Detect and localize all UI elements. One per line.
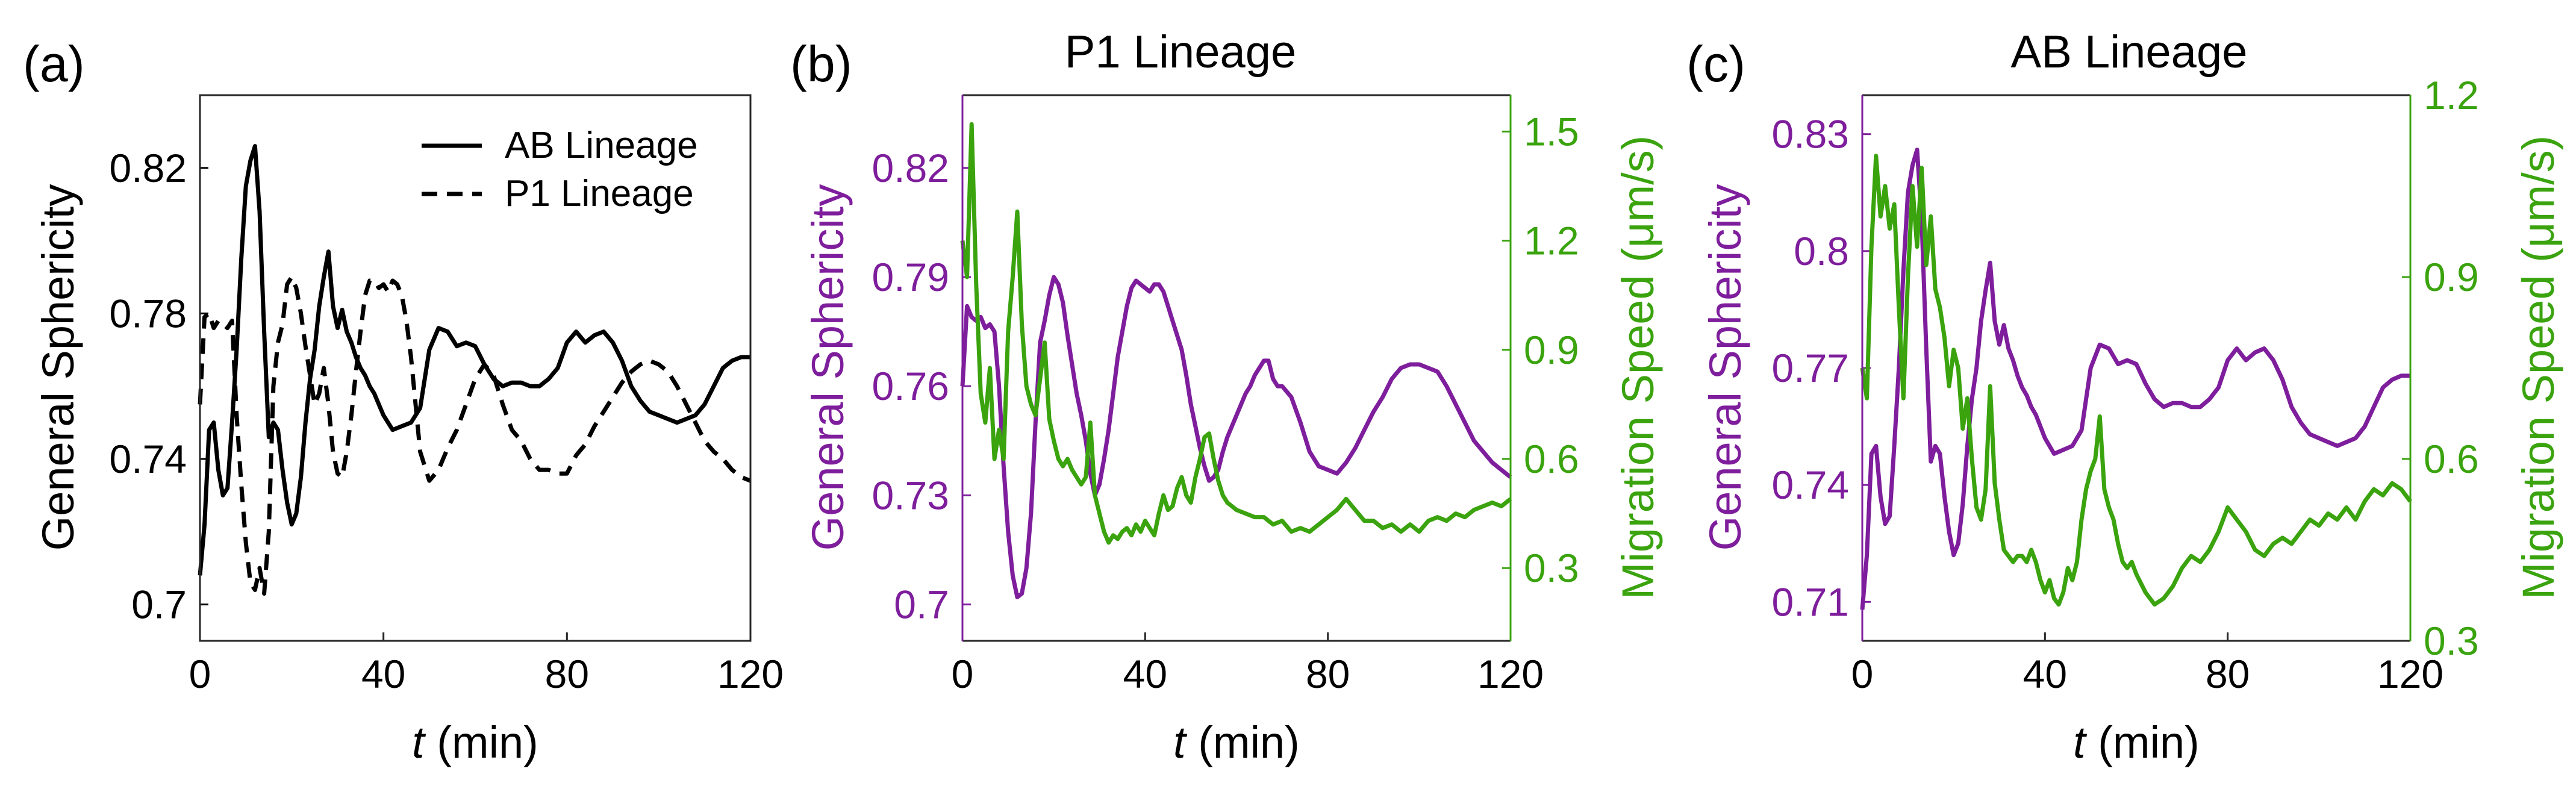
left-y-tick-label: 0.7 bbox=[131, 582, 187, 627]
x-tick-label: 0 bbox=[189, 652, 211, 696]
ab-lineage-line bbox=[198, 144, 750, 576]
left-y-tick-label: 0.73 bbox=[872, 473, 949, 517]
left-y-tick-label: 0.74 bbox=[110, 437, 187, 481]
x-tick-label: 40 bbox=[2023, 652, 2067, 696]
left-y-tick-label: 0.8 bbox=[1794, 229, 1849, 273]
left-y-tick-label: 0.77 bbox=[1772, 346, 1849, 390]
left-y-tick-label: 0.82 bbox=[110, 146, 187, 190]
panel-b-label: (b) bbox=[790, 36, 852, 92]
left-y-tick-label: 0.71 bbox=[1772, 579, 1849, 624]
x-tick-label: 80 bbox=[2206, 652, 2250, 696]
right-y-tick-label: 0.3 bbox=[1524, 546, 1579, 590]
panel-a: (a) 0 40 80 120 0.7 0.74 0.78 0.82 AB Lineage P… bbox=[23, 36, 784, 767]
panel-a-label: (a) bbox=[23, 36, 85, 92]
p1-lineage-line bbox=[198, 275, 752, 596]
x-tick-label: 120 bbox=[2377, 652, 2443, 696]
panel-b-right-axis-label: Migration Speed (μm/s) bbox=[1613, 136, 1663, 600]
x-tick-label: 120 bbox=[1477, 652, 1544, 696]
left-y-tick-label: 0.78 bbox=[110, 291, 187, 335]
panel-a-x-axis-label: t (min) bbox=[412, 717, 538, 767]
panel-b-x-axis-label: t (min) bbox=[1173, 717, 1300, 767]
left-y-tick-label: 0.83 bbox=[1772, 112, 1849, 157]
x-tick-label: 0 bbox=[1851, 652, 1874, 696]
sphericity-line bbox=[1860, 148, 2410, 610]
right-y-tick-label: 0.9 bbox=[1524, 328, 1579, 372]
sphericity-line bbox=[960, 275, 1512, 599]
migration-speed-line bbox=[960, 122, 1512, 545]
left-y-tick-label: 0.82 bbox=[872, 146, 949, 190]
migration-speed-line bbox=[1860, 154, 2412, 607]
panel-c-label: (c) bbox=[1686, 36, 1745, 92]
panel-c-left-axis-label: General Sphericity bbox=[1700, 184, 1750, 551]
left-y-tick-label: 0.74 bbox=[1772, 463, 1849, 507]
legend-p1-label: P1 Lineage bbox=[505, 173, 694, 214]
x-tick-label: 80 bbox=[1306, 652, 1350, 696]
right-y-tick-label: 0.9 bbox=[2424, 255, 2479, 299]
panel-c-right-axis-label: Migration Speed (μm/s) bbox=[2513, 136, 2563, 600]
x-tick-label: 40 bbox=[1123, 652, 1167, 696]
panel-b-left-axis-label: General Sphericity bbox=[803, 184, 853, 551]
panel-a-y-axis-label: General Sphericity bbox=[33, 184, 83, 551]
x-tick-label: 120 bbox=[717, 652, 784, 696]
x-tick-label: 80 bbox=[545, 652, 589, 696]
right-y-tick-label: 0.6 bbox=[1524, 437, 1579, 481]
panel-a-legend: AB Lineage P1 Lineage bbox=[422, 125, 698, 214]
panel-c: (c) AB Lineage 0 40 80 120 0.71 0.74 0.77 0.8 0.… bbox=[1686, 27, 2563, 767]
x-tick-label: 0 bbox=[952, 652, 974, 696]
left-y-tick-label: 0.76 bbox=[872, 364, 949, 408]
panel-b: (b) P1 Lineage 0 40 80 120 0.7 0.73 0.76 0.79 0.… bbox=[790, 27, 1663, 767]
left-y-tick-label: 0.79 bbox=[872, 255, 949, 299]
right-y-tick-label: 0.6 bbox=[2424, 437, 2479, 481]
right-y-tick-label: 1.2 bbox=[2424, 73, 2479, 117]
panel-c-title: AB Lineage bbox=[2011, 27, 2248, 78]
right-y-tick-label: 1.2 bbox=[1524, 219, 1579, 263]
panel-a-axes-frame bbox=[199, 94, 752, 642]
panel-c-x-axis-label: t (min) bbox=[2073, 717, 2200, 767]
right-y-tick-label: 0.3 bbox=[2424, 619, 2479, 663]
right-y-tick-label: 1.5 bbox=[1524, 109, 1579, 154]
x-tick-label: 40 bbox=[361, 652, 405, 696]
legend-ab-label: AB Lineage bbox=[505, 125, 698, 166]
panel-b-title: P1 Lineage bbox=[1065, 27, 1297, 78]
left-y-tick-label: 0.7 bbox=[894, 582, 949, 627]
